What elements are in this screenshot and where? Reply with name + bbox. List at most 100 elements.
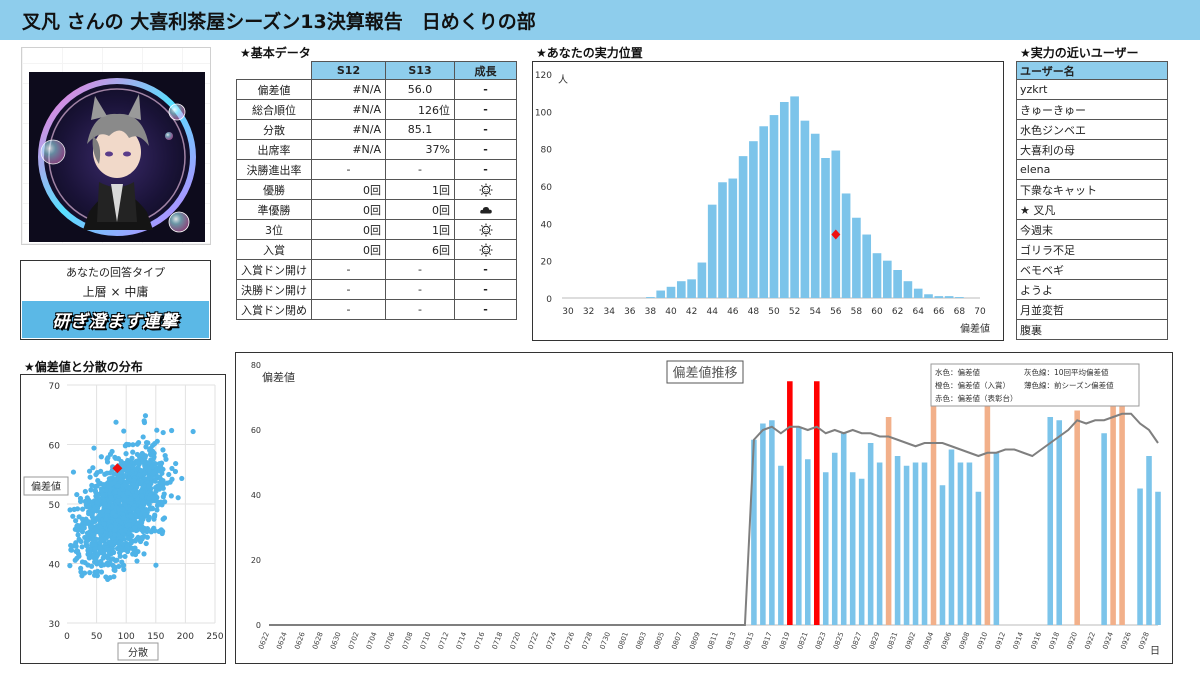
scatter-point xyxy=(126,462,132,468)
trend-bar xyxy=(1056,420,1063,625)
x-tick-label: 250 xyxy=(206,632,223,642)
scatter-point xyxy=(71,506,77,512)
scatter-point xyxy=(160,429,166,436)
scatter-point xyxy=(130,449,136,455)
list-item: ゴリラ不足 xyxy=(1016,239,1168,260)
trend-chart-panel: 0 20 40 60 80 偏差値 0622 0624 0626 0628 0630 0702 0704… xyxy=(235,352,1173,664)
x-tick-label: 0718 xyxy=(491,631,505,650)
s12-value: - xyxy=(311,279,386,300)
scatter-point xyxy=(150,448,156,454)
scatter-point xyxy=(89,532,96,538)
scatter-point xyxy=(160,478,166,484)
y-tick-label: 60 xyxy=(49,442,61,452)
scatter-point xyxy=(105,576,111,583)
scatter-point xyxy=(91,506,97,513)
x-tick-label: 30 xyxy=(562,307,574,317)
scatter-point xyxy=(145,440,151,446)
trend-bar xyxy=(751,439,757,625)
trend-bar xyxy=(787,381,793,625)
y-tick-label: 60 xyxy=(251,426,261,435)
y-tick-label: 80 xyxy=(251,361,261,370)
s13-value: 1回 xyxy=(385,179,455,200)
list-item: 月並変哲 xyxy=(1016,299,1168,320)
x-axis-label: 偏差値 xyxy=(960,322,990,335)
scatter-point xyxy=(159,530,165,537)
scatter-point xyxy=(76,514,82,520)
scatter-point xyxy=(86,519,92,525)
scatter-point xyxy=(104,554,110,560)
scatter-point xyxy=(179,475,185,482)
scatter-point xyxy=(74,522,81,529)
y-axis-label-box xyxy=(23,476,69,496)
y-tick-label: 40 xyxy=(49,561,61,571)
trend-bar xyxy=(885,417,892,625)
scatter-point xyxy=(118,477,124,483)
table-row: 準優勝 0回 0回 xyxy=(236,199,517,220)
s13-value: 0回 xyxy=(385,199,455,220)
x-tick-label: 0902 xyxy=(904,631,918,650)
table-row: 偏差値 #N/A 56.0- xyxy=(236,79,517,100)
user-name: 大喜利の母 xyxy=(1016,139,1168,160)
scatter-point xyxy=(70,469,77,475)
s13-value: 56.0 xyxy=(385,79,455,100)
scatter-point xyxy=(146,460,152,466)
scatter-point xyxy=(106,539,112,545)
row-label: 優勝 xyxy=(236,179,312,200)
legend-box xyxy=(930,363,1140,407)
scatter-point xyxy=(169,427,175,434)
trend-bar xyxy=(849,472,856,625)
row-label: 出席率 xyxy=(236,139,312,160)
scatter-point xyxy=(107,451,114,457)
y-tick-label: 70 xyxy=(49,382,61,392)
x-tick-label: 34 xyxy=(603,307,615,317)
scatter-point xyxy=(87,523,94,529)
x-tick-label: 0823 xyxy=(814,631,828,650)
x-axis-label: 日 xyxy=(1150,646,1160,657)
legend-item: 橙色：偏差値（入賞） xyxy=(935,380,1010,390)
scatter-point xyxy=(172,468,179,475)
scatter-point xyxy=(93,556,99,562)
scatter-point xyxy=(112,489,119,495)
scatter-point xyxy=(84,495,90,501)
scatter-point xyxy=(101,562,107,568)
x-tick-label: 0720 xyxy=(509,631,523,650)
histogram-bar xyxy=(872,253,882,298)
x-tick-label: 0825 xyxy=(832,631,846,650)
trend-bar xyxy=(939,485,946,625)
x-tick-label: 0628 xyxy=(311,631,325,650)
scatter-point xyxy=(93,493,99,499)
s12-value: 0回 xyxy=(311,219,386,240)
scatter-point xyxy=(139,493,145,499)
table-row: 総合順位 #N/A 126位 - xyxy=(236,99,517,120)
scatter-point xyxy=(98,569,105,575)
scatter-point xyxy=(114,557,120,563)
x-tick-label: 60 xyxy=(871,307,883,317)
scatter-point xyxy=(123,451,129,457)
scatter-point xyxy=(89,512,95,518)
histogram-bar xyxy=(831,150,841,298)
x-tick-label: 0724 xyxy=(545,630,559,650)
user-name: ゴリラ不足 xyxy=(1016,239,1168,260)
table-row: 入賞ドン開け - - - xyxy=(236,259,517,280)
cloud-icon xyxy=(454,199,517,220)
scatter-point xyxy=(119,559,125,565)
histogram-bar xyxy=(810,133,820,298)
x-tick-label: 66 xyxy=(933,307,945,317)
legend-item: 灰色線：10回平均偏差値 xyxy=(1024,367,1109,377)
col-header-s12: S12 xyxy=(311,61,386,80)
scatter-point xyxy=(80,524,86,530)
scatter-point xyxy=(123,441,130,447)
x-tick-label: 0813 xyxy=(724,631,738,650)
user-name: ようよ xyxy=(1016,279,1168,300)
scatter-point xyxy=(75,532,81,538)
scatter-point xyxy=(117,553,123,559)
scatter-point xyxy=(137,512,143,518)
trend-bar xyxy=(867,443,874,625)
scatter-point xyxy=(134,558,140,564)
scatter-point xyxy=(90,536,96,543)
col-header-growth: 成長 xyxy=(454,61,517,80)
scatter-point xyxy=(95,551,101,557)
y-tick-label: 80 xyxy=(541,146,553,156)
scatter-point xyxy=(156,466,163,473)
x-tick-label: 0728 xyxy=(581,631,595,650)
